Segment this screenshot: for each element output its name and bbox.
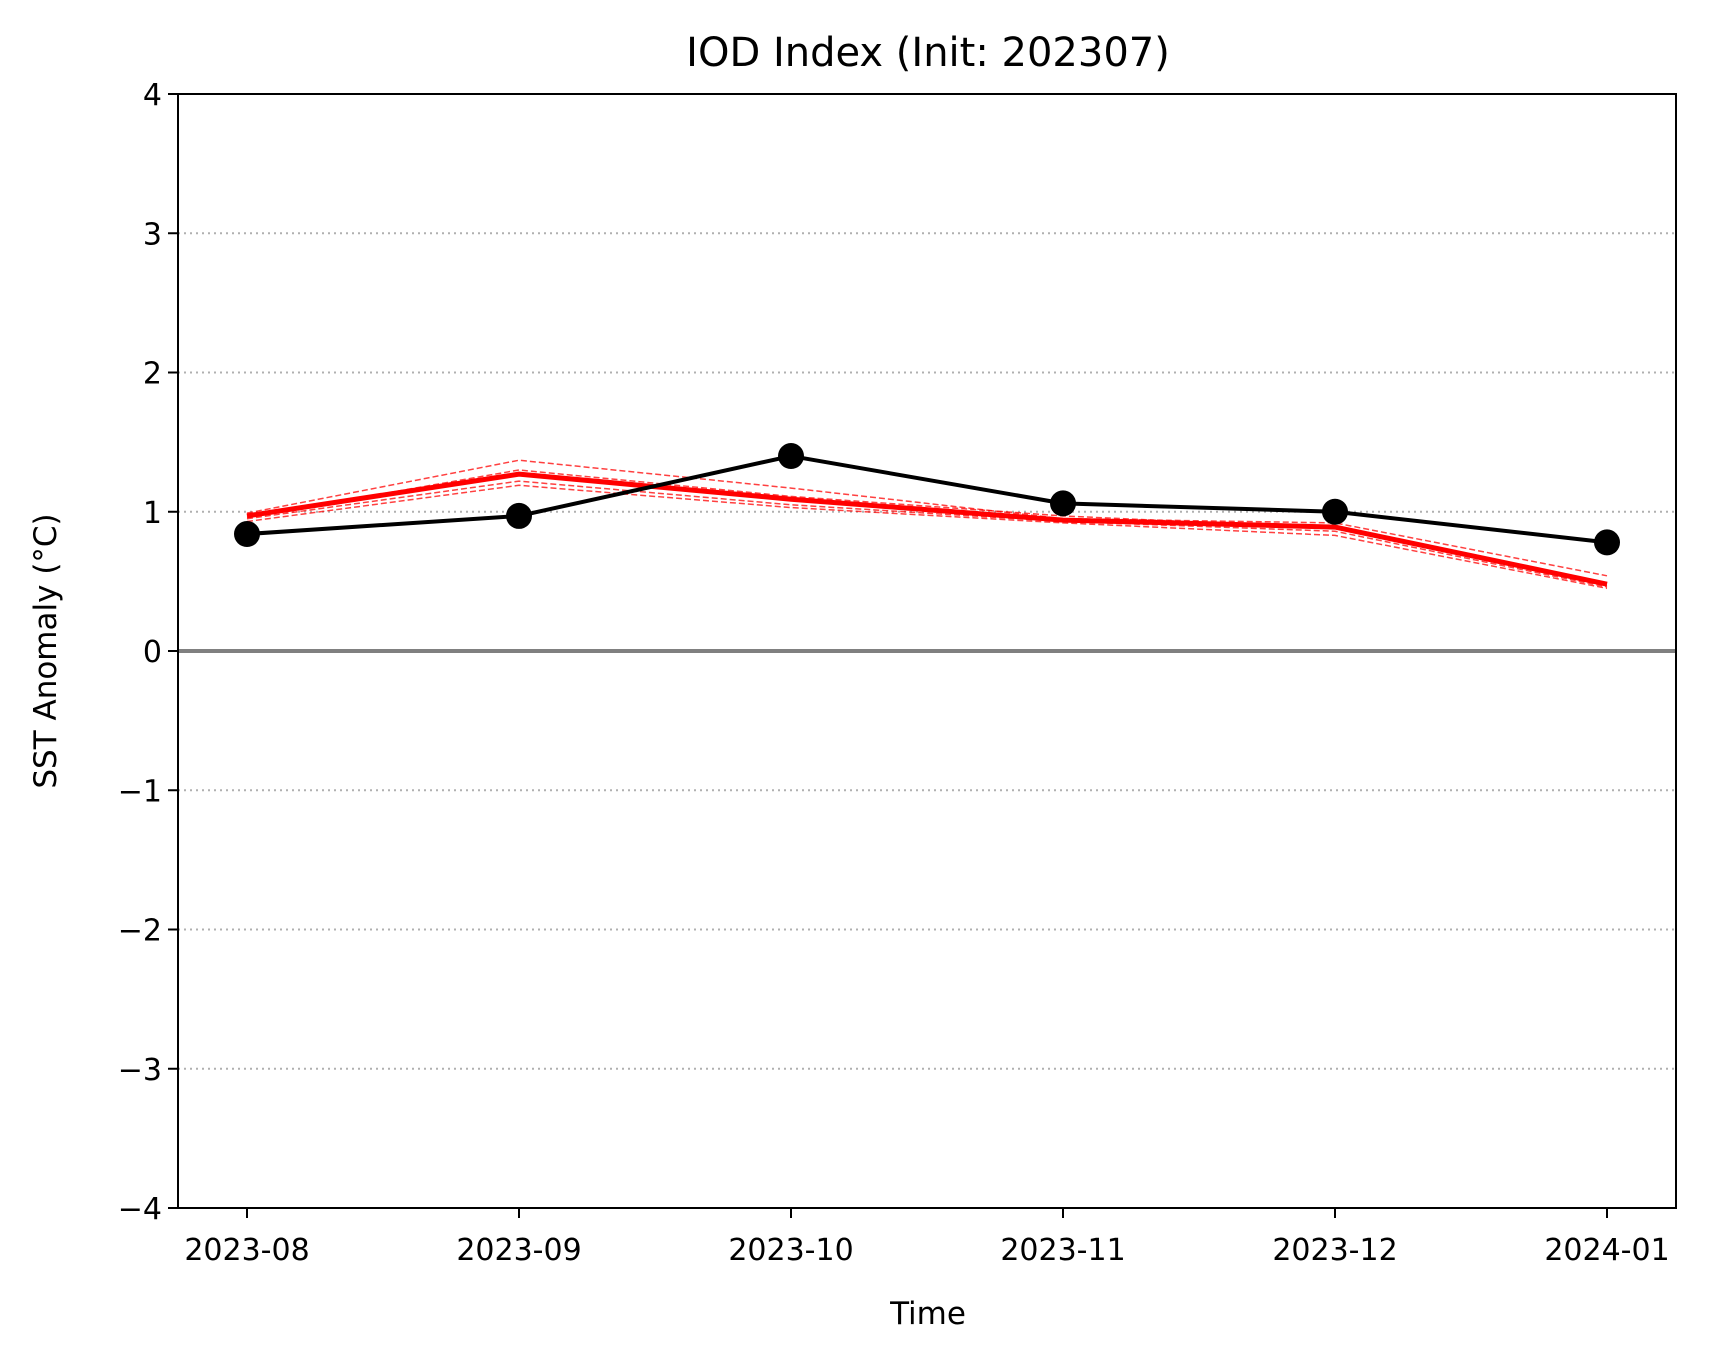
member-series-line — [246, 484, 1608, 590]
y-axis: −4 −3 −2 −1 0 1 2 3 4 — [118, 78, 178, 1227]
y-tick-label: −2 — [118, 914, 162, 949]
x-tick-label: 2023-12 — [1272, 1233, 1397, 1268]
observed-point — [506, 502, 532, 529]
x-tick-label: 2023-11 — [1000, 1233, 1125, 1268]
observed-point — [1050, 490, 1076, 517]
y-tick-label: 1 — [143, 496, 162, 531]
observed-point — [1322, 498, 1348, 525]
x-tick-label: 2023-08 — [184, 1233, 309, 1268]
mean-series-line — [246, 471, 1608, 587]
y-tick-label: −3 — [118, 1053, 162, 1088]
chart-title: IOD Index (Init: 202307) — [686, 30, 1170, 76]
y-tick-label: −4 — [118, 1192, 162, 1227]
x-tick-label: 2024-01 — [1544, 1233, 1669, 1268]
y-tick-label: 3 — [143, 217, 162, 252]
member-series-line — [246, 459, 1608, 577]
y-tick-label: 2 — [143, 357, 162, 392]
y-tick-label: −1 — [118, 774, 162, 809]
observed-point — [1594, 529, 1620, 556]
grid — [178, 232, 1676, 1070]
observed-series-line — [246, 454, 1608, 545]
x-tick-label: 2023-09 — [456, 1233, 581, 1268]
series-group — [234, 443, 1620, 590]
y-tick-label: 0 — [143, 635, 162, 670]
member-series-line — [246, 469, 1608, 587]
x-axis-label: Time — [889, 1296, 966, 1332]
observed-point — [778, 443, 804, 470]
x-tick-label: 2023-10 — [728, 1233, 853, 1268]
observed-point — [234, 521, 260, 548]
member-series-line — [246, 480, 1608, 588]
y-tick-label: 4 — [143, 78, 162, 113]
x-axis: 2023-08 2023-09 2023-10 2023-11 2023-12 2024-… — [184, 1208, 1670, 1268]
y-axis-label: SST Anomaly (°C) — [28, 513, 64, 788]
